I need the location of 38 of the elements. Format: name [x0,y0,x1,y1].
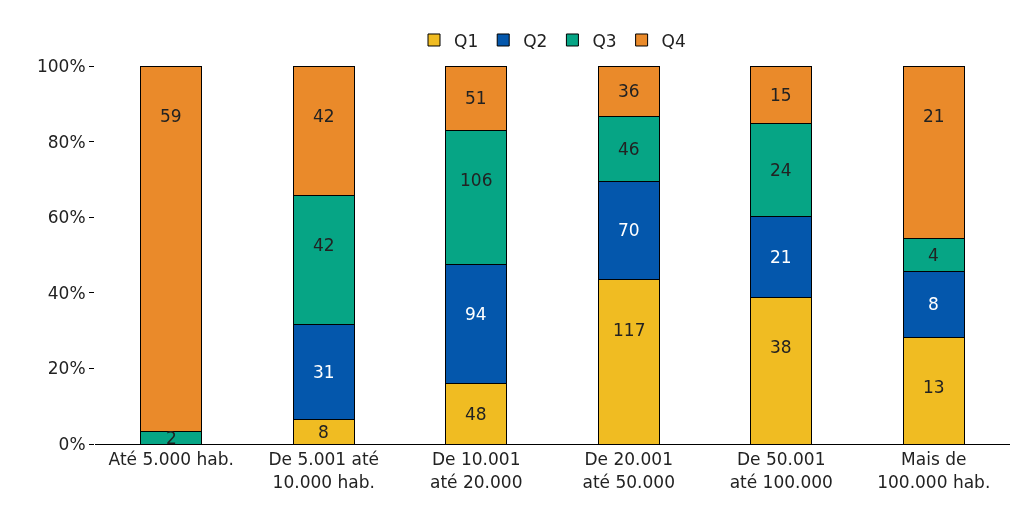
legend-label: Q4 [661,30,686,51]
annotation: 31 [313,362,335,382]
annotation: 51 [465,88,487,108]
annotation: 42 [313,235,335,255]
y-tick-label: 20% [47,358,86,379]
x-tick-label: De 10.001 até 20.000 [430,449,523,492]
legend-label: Q2 [523,30,548,51]
annotation: 4 [928,245,939,265]
annotation: 117 [613,320,646,340]
x-tick-label: Até 5.000 hab. [108,449,234,470]
annotation: 8 [318,422,329,442]
annotation: 36 [618,81,640,101]
y-tick-label: 60% [47,207,86,228]
annotation: 13 [923,377,945,397]
y-tick-label: 0% [58,433,86,454]
legend-label: Q3 [592,30,617,51]
annotation: 21 [923,106,945,126]
annotation: 106 [460,170,493,190]
x-tick-label: Mais de 100.000 hab. [877,449,991,492]
annotation: 94 [465,304,487,324]
annotation: 15 [770,85,792,105]
annotation: 48 [465,404,487,424]
x-tick-label: De 20.001 até 50.000 [582,449,675,492]
annotation: 70 [618,220,640,240]
x-tick-label: De 50.001 até 100.000 [729,449,833,492]
annotation: 21 [770,247,792,267]
annotation: 24 [770,160,792,180]
y-tick-label: 40% [47,282,86,303]
x-tick-label: De 5.001 até 10.000 hab. [268,449,380,492]
legend-label: Q1 [454,30,479,51]
y-tick-label: 80% [47,131,86,152]
y-tick-label: 100% [36,55,86,76]
annotation: 2 [166,428,177,448]
annotation: 59 [160,106,182,126]
annotation: 42 [313,106,335,126]
annotation: 46 [618,139,640,159]
annotation: 38 [770,337,792,357]
annotation: 8 [928,294,939,314]
